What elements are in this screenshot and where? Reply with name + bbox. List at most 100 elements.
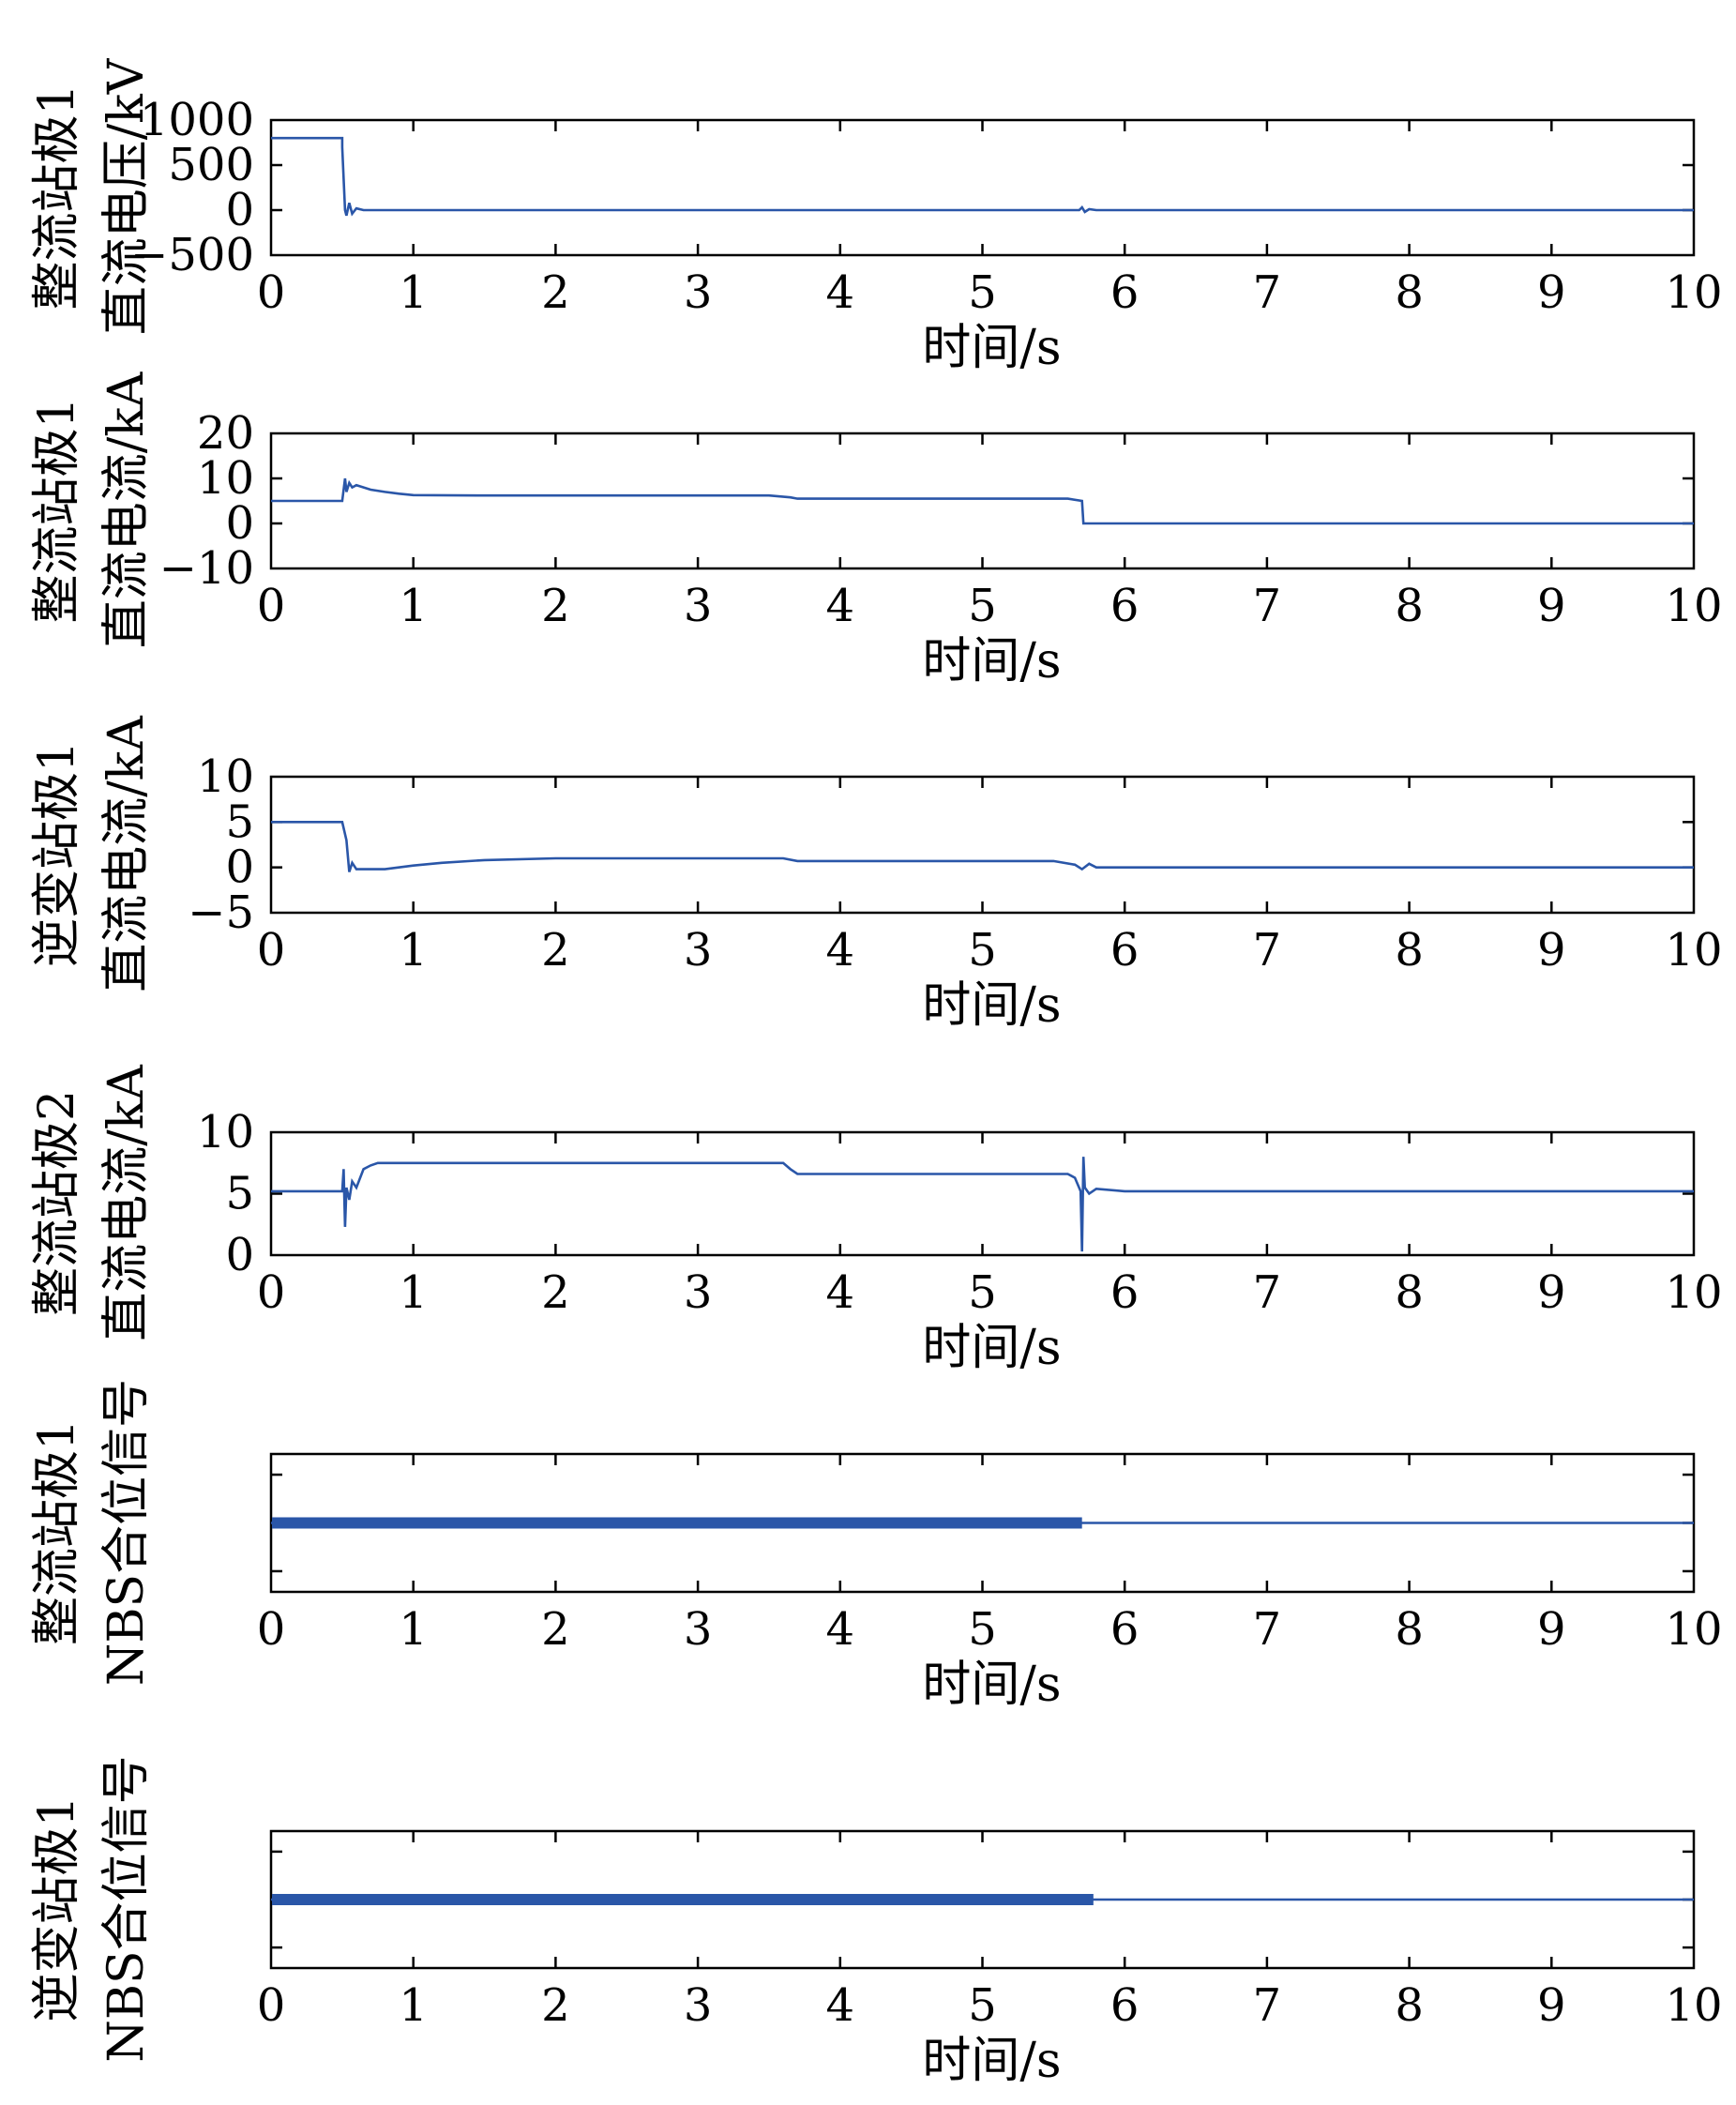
x-tick-label: 6 <box>1110 1266 1140 1319</box>
x-tick-label: 7 <box>1253 1603 1282 1656</box>
y-tick-label: 20 <box>197 407 254 460</box>
x-tick-label: 2 <box>541 924 570 977</box>
x-tick-label: 0 <box>257 1603 286 1656</box>
x-tick-label: 8 <box>1395 1603 1424 1656</box>
series-line-1 <box>271 477 1694 525</box>
x-tick-label: 9 <box>1537 924 1566 977</box>
x-tick-label: 7 <box>1253 1266 1282 1319</box>
x-tick-label: 3 <box>684 924 713 977</box>
x-tick-label: 10 <box>1665 924 1722 977</box>
y-tick-label: 0 <box>225 1229 254 1281</box>
plot-frame <box>269 118 1696 257</box>
x-tick-label: 3 <box>684 1603 713 1656</box>
x-axis-label: 时间/s <box>922 2033 1061 2089</box>
x-tick-label: 8 <box>1395 580 1424 632</box>
y-tick-label: 5 <box>225 795 254 848</box>
y-tick-label: 5 <box>225 1168 254 1220</box>
y-tick-label: −500 <box>130 229 254 281</box>
x-tick-label: 9 <box>1537 580 1566 632</box>
y-axis-label: 整流站极1 直流电流/kA <box>29 371 155 648</box>
x-tick-label: 6 <box>1110 1979 1140 2032</box>
series-line-1 <box>271 136 1694 217</box>
x-tick-label: 3 <box>684 1979 713 2032</box>
x-tick-label: 2 <box>541 580 570 632</box>
x-tick-label: 2 <box>541 1603 570 1656</box>
x-tick-label: 5 <box>968 924 997 977</box>
x-axis-label: 时间/s <box>922 633 1061 689</box>
x-tick-label: 6 <box>1110 1603 1140 1656</box>
x-tick-label: 0 <box>257 266 286 319</box>
x-tick-label: 1 <box>399 924 428 977</box>
x-tick-label: 4 <box>826 1979 855 2032</box>
x-tick-label: 5 <box>968 1603 997 1656</box>
x-tick-label: 3 <box>684 266 713 319</box>
x-tick-label: 10 <box>1665 1266 1722 1319</box>
x-tick-label: 0 <box>257 924 286 977</box>
x-tick-label: 3 <box>684 580 713 632</box>
x-tick-label: 4 <box>826 1266 855 1319</box>
x-tick-label: 1 <box>399 266 428 319</box>
x-tick-label: 5 <box>968 266 997 319</box>
y-tick-label: 0 <box>225 841 254 894</box>
y-tick-label: 0 <box>225 184 254 236</box>
plot-frame <box>269 1130 1696 1257</box>
x-tick-label: 4 <box>826 266 855 319</box>
x-tick-label: 6 <box>1110 266 1140 319</box>
x-axis-label: 时间/s <box>922 977 1061 1034</box>
x-tick-label: 8 <box>1395 1979 1424 2032</box>
x-tick-label: 4 <box>826 924 855 977</box>
x-tick-label: 7 <box>1253 1979 1282 2032</box>
x-tick-label: 7 <box>1253 580 1282 632</box>
x-tick-label: 10 <box>1665 580 1722 632</box>
x-axis-label: 时间/s <box>922 320 1061 376</box>
x-tick-label: 6 <box>1110 580 1140 632</box>
series-line-1 <box>271 1157 1694 1252</box>
y-tick-label: 1000 <box>140 94 254 146</box>
x-tick-label: 1 <box>399 580 428 632</box>
x-tick-label: 1 <box>399 1266 428 1319</box>
x-tick-label: 6 <box>1110 924 1140 977</box>
x-tick-label: 0 <box>257 580 286 632</box>
x-tick-label: 2 <box>541 1979 570 2032</box>
x-tick-label: 1 <box>399 1603 428 1656</box>
x-tick-label: 8 <box>1395 1266 1424 1319</box>
x-tick-label: 8 <box>1395 924 1424 977</box>
y-axis-label: 整流站极1 直流电压/kV <box>29 57 155 335</box>
x-tick-label: 2 <box>541 1266 570 1319</box>
x-tick-label: 5 <box>968 580 997 632</box>
x-tick-label: 1 <box>399 1979 428 2032</box>
y-axis-label: 逆变站极1 NBS合位信号 <box>29 1755 155 2062</box>
x-tick-label: 9 <box>1537 266 1566 319</box>
chart-panel-5: 0 1 2 3 4 5 6 7 8 9 10 时间/s 整流站极1 NBS合位信号 <box>29 1379 1723 1713</box>
x-tick-label: 9 <box>1537 1603 1566 1656</box>
x-tick-label: 8 <box>1395 266 1424 319</box>
x-tick-label: 4 <box>826 580 855 632</box>
x-tick-label: 5 <box>968 1266 997 1319</box>
x-tick-label: 10 <box>1665 1979 1722 2032</box>
x-tick-label: 10 <box>1665 1603 1722 1656</box>
x-tick-label: 5 <box>968 1979 997 2032</box>
chart-panel-6: 0 1 2 3 4 5 6 7 8 9 10 时间/s 逆变站极1 NBS合位信号 <box>29 1755 1723 2089</box>
series-line-1 <box>271 820 1694 872</box>
y-axis-label: 整流站极1 NBS合位信号 <box>29 1379 155 1686</box>
x-tick-label: 4 <box>826 1603 855 1656</box>
x-tick-label: 2 <box>541 266 570 319</box>
x-tick-label: 7 <box>1253 266 1282 319</box>
plot-frame <box>269 432 1696 570</box>
x-tick-label: 9 <box>1537 1979 1566 2032</box>
y-axis-label: 整流站极2 直流电流/kA <box>29 1064 155 1341</box>
x-tick-label: 7 <box>1253 924 1282 977</box>
x-tick-label: 0 <box>257 1266 286 1319</box>
x-axis-label: 时间/s <box>922 1657 1061 1713</box>
y-axis-label: 逆变站极1 直流电流/kA <box>29 715 155 992</box>
x-tick-label: 10 <box>1665 266 1722 319</box>
plot-frame <box>269 775 1696 915</box>
y-tick-label: 10 <box>197 452 254 505</box>
x-axis-label: 时间/s <box>922 1320 1061 1376</box>
y-tick-label: 0 <box>225 497 254 550</box>
